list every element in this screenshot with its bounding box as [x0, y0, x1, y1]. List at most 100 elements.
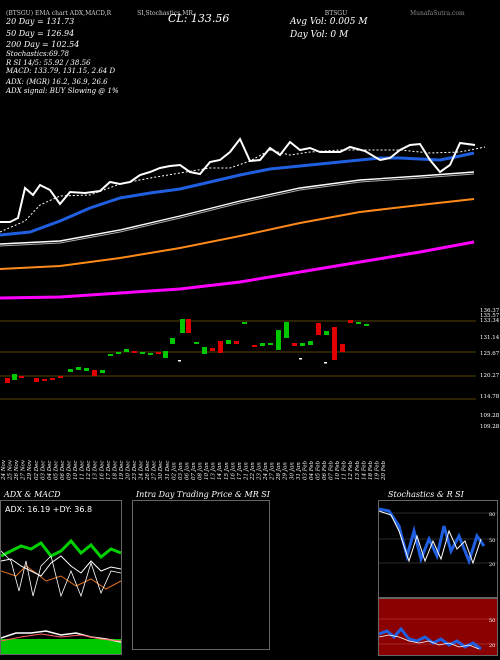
macd-label: MACD: 133.79, 131.15, 2.64 D	[6, 67, 116, 75]
candle	[364, 324, 369, 326]
tag-symbol-2: BTSGU	[324, 10, 348, 17]
adx-label: ADX: (MGR) 16.2, 36.9, 26.6	[6, 78, 108, 86]
date-axis-label: 19 Feb	[374, 460, 380, 480]
price-line	[0, 137, 476, 223]
close-price-label: CL: 133.56	[168, 12, 230, 25]
adx-legend: ADX: 16.19 +DY: 36.8	[5, 505, 92, 514]
rsi-tick-20: 20	[489, 643, 495, 649]
date-axis-label: 11 Feb	[342, 460, 348, 480]
date-axis-label: 06 Dec	[60, 461, 66, 481]
date-axis-label: 26 Dec	[145, 461, 151, 482]
candle	[132, 351, 137, 353]
date-axis-label: 03 Jan	[178, 462, 184, 480]
macd-signal-line	[0, 633, 122, 642]
price-axis-label: 109.28	[480, 424, 500, 430]
candle	[116, 352, 121, 354]
candle	[316, 323, 321, 335]
price-tick-marker	[324, 362, 327, 364]
ema20-dotted-line	[0, 146, 486, 233]
date-axis-label: 21 Jan	[243, 462, 249, 481]
candle	[180, 319, 185, 333]
ema20-label: 20 Day = 131.73	[6, 17, 75, 26]
tag-adx: ADX,MACD,R	[69, 10, 112, 17]
candle	[226, 340, 231, 344]
candle	[19, 376, 24, 378]
candle	[163, 351, 168, 358]
stoch-d-line	[378, 510, 482, 565]
date-axis-label: 02 Dec	[34, 461, 40, 481]
rsi-panel: 50 20	[378, 598, 498, 656]
adx-white-wave	[0, 550, 122, 598]
intraday-panel	[132, 500, 270, 650]
date-axis-label: 30 Dec	[158, 461, 164, 481]
candle	[5, 378, 10, 383]
date-axis-label: 08 Jan	[198, 462, 204, 480]
candle	[252, 345, 257, 347]
candle	[148, 353, 153, 355]
date-axis-label: 27 Jan	[270, 462, 276, 481]
candle	[308, 341, 313, 345]
adx-macd-svg: ADX: 16.19 +DY: 36.8	[0, 505, 122, 654]
date-axis-label: 29 Jan	[283, 462, 289, 481]
candle	[58, 376, 63, 378]
date-axis-label: 27 Dec	[152, 461, 158, 482]
tag-si: SI,Stochastics,MR	[137, 10, 193, 17]
stochastics-panel: 80 50 20	[378, 500, 498, 598]
date-axis-label: 24 Nov	[1, 459, 7, 481]
candle	[42, 379, 47, 381]
date-axis-label: 05 Dec	[53, 461, 59, 481]
date-axis-label: 14 Feb	[361, 460, 367, 480]
tag-ema: EMA chart	[34, 10, 68, 17]
date-axis-label: 03 Feb	[302, 460, 308, 480]
date-axis-label: 18 Dec	[112, 461, 118, 481]
date-axis-label: 13 Feb	[355, 460, 361, 480]
candle	[202, 347, 207, 354]
ema-lower-gray-line	[0, 173, 475, 247]
date-axis-label: 07 Feb	[329, 460, 335, 480]
ema200-label: 200 Day = 102.54	[6, 40, 80, 49]
candle	[50, 378, 55, 380]
candle	[156, 352, 161, 354]
date-axis-label: 13 Jan	[211, 462, 217, 480]
candle	[108, 354, 113, 356]
date-axis-label: 31 Jan	[296, 462, 302, 480]
adx-signal-label: ADX signal: BUY Slowing @ 1%	[6, 87, 119, 95]
candle	[356, 322, 361, 324]
date-axis-label: 09 Dec	[67, 461, 73, 481]
candle	[268, 343, 273, 345]
date-axis-label: 06 Feb	[322, 460, 328, 480]
price-tick-marker	[178, 360, 181, 362]
candle	[194, 342, 199, 344]
price-tick-marker	[299, 358, 302, 360]
rsi-signal-line	[378, 634, 480, 650]
date-axis-label: 24 Dec	[139, 461, 145, 482]
stoch-rsi-panel-title: Stochastics & R SI	[388, 490, 464, 499]
date-axis-label: 04 Feb	[309, 460, 315, 480]
date-axis-label: 12 Dec	[86, 461, 92, 481]
macd-line	[0, 630, 122, 643]
stoch-tick-80: 80	[489, 512, 495, 518]
candle	[170, 338, 175, 344]
date-axis-label: 23 Jan	[257, 462, 263, 481]
candle	[260, 343, 265, 346]
candle	[124, 349, 129, 352]
date-axis-label: 12 Feb	[348, 460, 354, 480]
candle	[276, 330, 281, 350]
candle	[300, 343, 305, 346]
date-axis: 24 Nov 25 Nov 26 Nov 27 Nov 29 Nov 02 Dec 03 D…	[1, 459, 387, 481]
price-axis-label: 120.27	[480, 373, 500, 379]
date-axis-label: 04 Dec	[47, 461, 53, 481]
date-axis-label: 24 Jan	[263, 462, 269, 481]
date-axis-label: 28 Jan	[276, 462, 282, 481]
adx-macd-panel-title: ADX & MACD	[4, 490, 61, 499]
date-axis-label: 19 Dec	[119, 461, 125, 481]
day-volume-label: Day Vol: 0 M	[290, 30, 349, 40]
adx-plus-di-line	[0, 538, 122, 560]
date-axis-label: 17 Dec	[106, 461, 112, 481]
stoch-tick-50: 50	[489, 538, 495, 544]
candle	[218, 341, 223, 353]
macd-histogram-bar	[1, 639, 121, 654]
date-axis-label: 20 Dec	[125, 461, 131, 482]
